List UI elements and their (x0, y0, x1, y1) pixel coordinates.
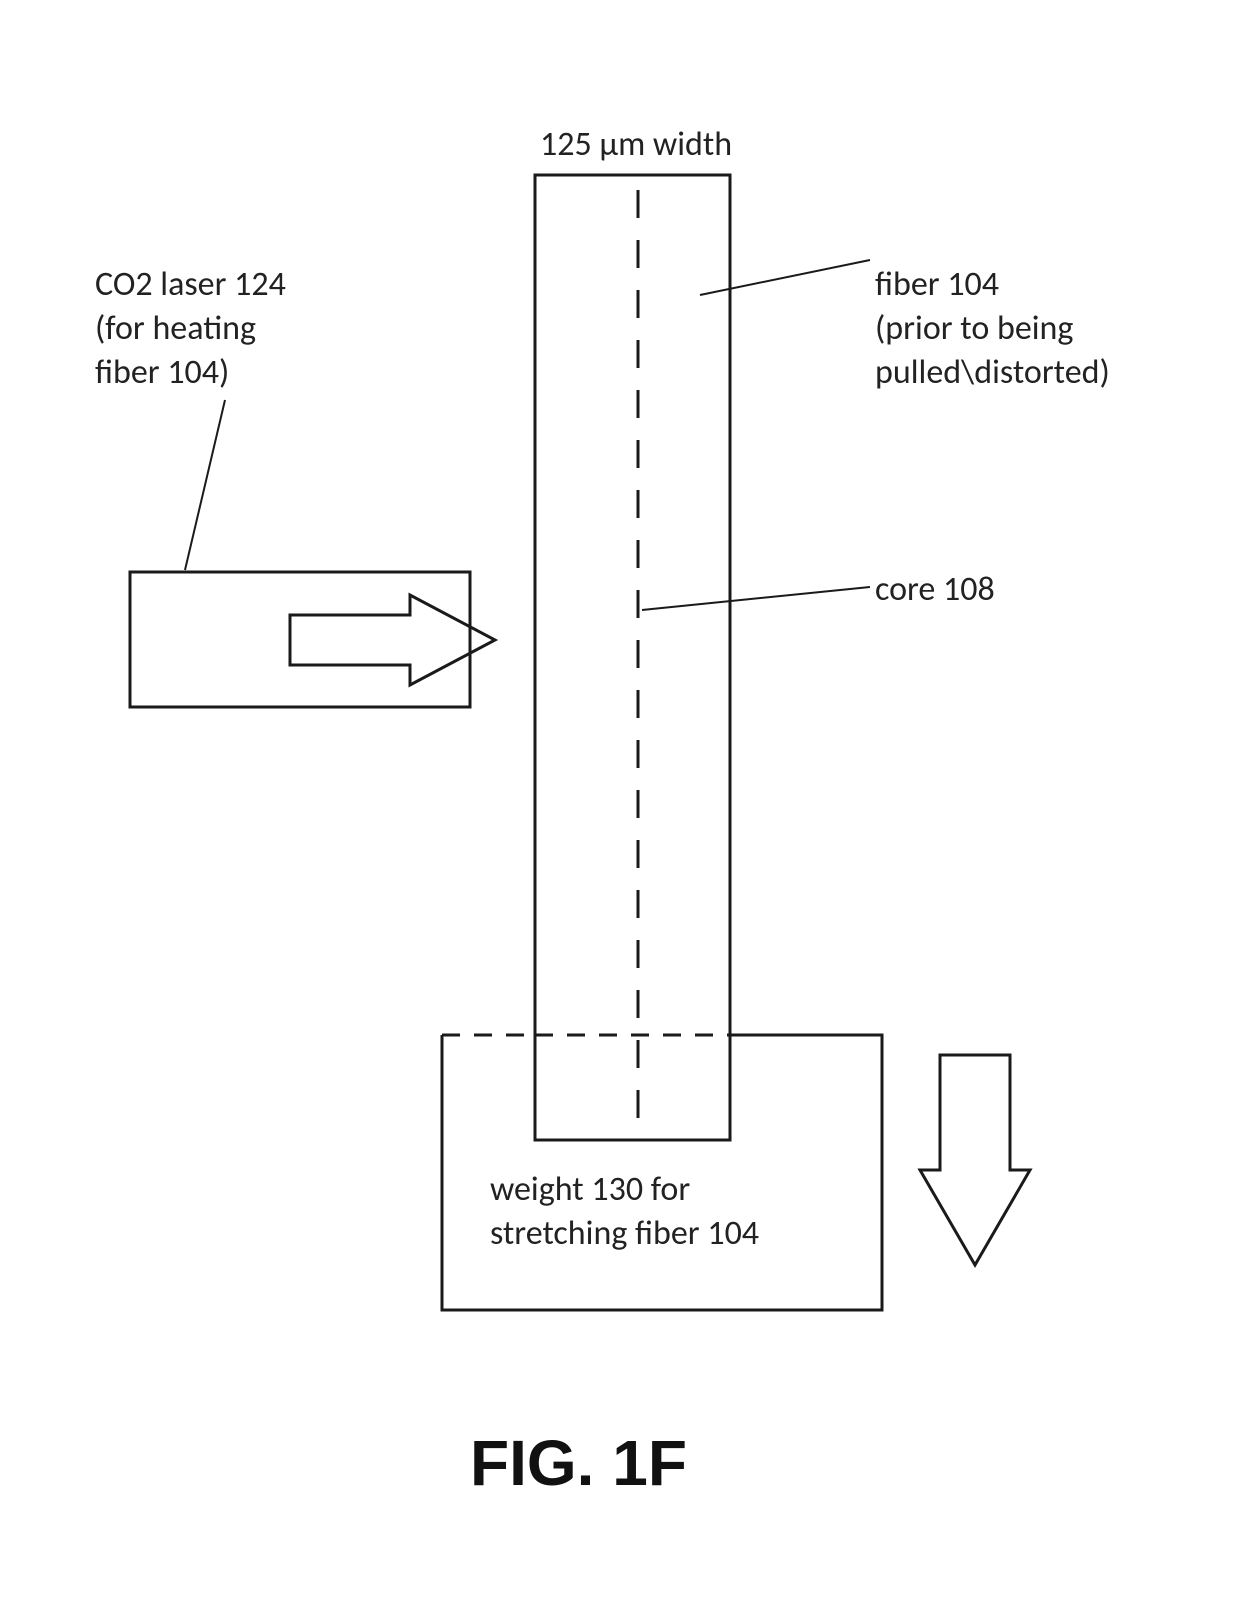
fiber-outline (535, 175, 730, 1140)
patent-figure-1f: 125 μm width fiber 104(prior to beingpul… (0, 0, 1240, 1623)
laser-outline (130, 572, 470, 707)
fiber-label: fiber 104(prior to beingpulled\distorted… (875, 264, 1110, 393)
figure-caption: FIG. 1F (470, 1427, 687, 1499)
fiber-label-leader (700, 260, 870, 295)
core-label-leader (642, 587, 870, 610)
laser-arrow-icon (290, 595, 495, 685)
weight-label: weight 130 forstretching fiber 104 (490, 1169, 759, 1254)
down-arrow-icon (920, 1055, 1030, 1265)
laser-label: CO2 laser 124(for heatingfiber 104) (95, 264, 286, 393)
laser-label-leader (185, 400, 225, 570)
core-label: core 108 (875, 569, 995, 610)
fiber-width-label: 125 μm width (540, 124, 732, 165)
